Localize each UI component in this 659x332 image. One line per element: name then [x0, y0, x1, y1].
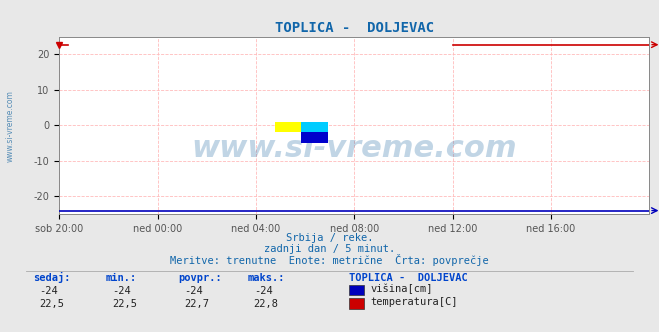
Text: -24: -24 — [112, 286, 130, 296]
Text: 22,7: 22,7 — [185, 299, 210, 309]
Text: maks.:: maks.: — [247, 273, 285, 283]
Text: www.si-vreme.com: www.si-vreme.com — [5, 90, 14, 162]
Bar — [301, 132, 328, 143]
Text: zadnji dan / 5 minut.: zadnji dan / 5 minut. — [264, 244, 395, 254]
Text: -24: -24 — [254, 286, 272, 296]
Text: sedaj:: sedaj: — [33, 272, 71, 283]
Text: -24: -24 — [185, 286, 203, 296]
Text: -24: -24 — [40, 286, 58, 296]
Text: 22,8: 22,8 — [254, 299, 279, 309]
Text: www.si-vreme.com: www.si-vreme.com — [191, 134, 517, 163]
Text: min.:: min.: — [105, 273, 136, 283]
Text: temperatura[C]: temperatura[C] — [370, 297, 458, 307]
Text: TOPLICA -  DOLJEVAC: TOPLICA - DOLJEVAC — [349, 273, 468, 283]
Text: višina[cm]: višina[cm] — [370, 284, 433, 294]
Text: Meritve: trenutne  Enote: metrične  Črta: povprečje: Meritve: trenutne Enote: metrične Črta: … — [170, 254, 489, 266]
Text: 22,5: 22,5 — [112, 299, 137, 309]
Text: 22,5: 22,5 — [40, 299, 65, 309]
Bar — [301, 122, 328, 132]
Text: povpr.:: povpr.: — [178, 273, 221, 283]
Bar — [275, 122, 301, 132]
Text: Srbija / reke.: Srbija / reke. — [286, 233, 373, 243]
Title: TOPLICA -  DOLJEVAC: TOPLICA - DOLJEVAC — [275, 21, 434, 35]
